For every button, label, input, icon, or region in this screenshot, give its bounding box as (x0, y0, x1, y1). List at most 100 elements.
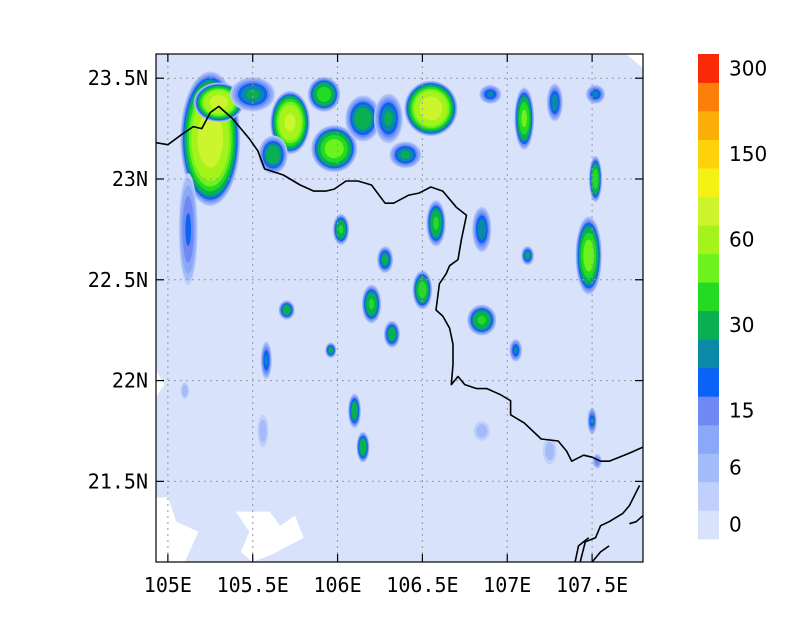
rain-cell (345, 95, 381, 142)
rain-cell (193, 82, 244, 123)
rain-cell (230, 77, 276, 112)
colorbar-segment (698, 82, 719, 112)
contour-band (246, 89, 260, 100)
y-tick-label: 22N (112, 369, 148, 393)
contour-band (264, 354, 268, 366)
colorbar-label: 30 (729, 313, 754, 337)
rain-cell (575, 216, 602, 295)
rain-cell (383, 320, 400, 348)
colorbar-segment (698, 510, 719, 540)
border-line (591, 545, 610, 562)
border-line (156, 105, 643, 463)
contour-band (328, 347, 333, 354)
colorbar-label: 60 (729, 227, 754, 251)
rain-cell (514, 87, 535, 150)
colorbar-segment (698, 396, 719, 426)
rain-cell (467, 304, 497, 336)
border-line (579, 485, 641, 562)
no-data-area (156, 370, 165, 397)
contour-band (521, 109, 527, 128)
contour-band (551, 94, 559, 111)
y-tick-label: 23N (112, 167, 148, 191)
colorbar-segment (698, 424, 719, 454)
x-tick-label: 107.5E (556, 573, 628, 597)
y-tick-label: 23.5N (88, 66, 148, 90)
colorbar-segment (698, 111, 719, 140)
border-line (629, 515, 643, 525)
borders (156, 105, 643, 562)
x-tick-label: 105.5E (217, 573, 289, 597)
rain-cell (260, 341, 272, 380)
contour-band (209, 95, 228, 110)
contour-band (525, 252, 530, 259)
rain-cell (356, 431, 370, 463)
contour-band (592, 91, 599, 98)
rain-cell (180, 382, 189, 400)
contour-band (259, 419, 267, 443)
rain-cell (270, 90, 311, 155)
contour-band (266, 145, 280, 164)
colorbar-segment (698, 54, 719, 83)
rain-cell (404, 80, 458, 137)
x-tick-label: 106E (313, 573, 361, 597)
rain-cell (426, 200, 446, 247)
contour-band (384, 111, 393, 126)
colorbar-label: 15 (729, 399, 754, 423)
x-tick-label: 106.5E (386, 573, 458, 597)
colorbar-segment (698, 339, 719, 369)
colorbar-label: 300 (729, 56, 767, 80)
colorbar-segment (698, 196, 719, 226)
contour-band (324, 139, 344, 159)
plot-area (155, 53, 644, 563)
contour-band (513, 347, 518, 354)
rain-cell (521, 246, 535, 266)
rain-cell (348, 393, 361, 429)
contour-band (433, 216, 439, 230)
rain-cell (307, 76, 341, 112)
contour-band (583, 239, 595, 272)
rain-cell (585, 84, 606, 104)
colorbar-segment (698, 139, 719, 169)
rain-cell (278, 300, 295, 320)
colorbar-segment (698, 168, 719, 197)
contour-band (382, 254, 389, 265)
contour-band (338, 225, 344, 234)
contour-band (316, 86, 332, 102)
colorbar-segment (698, 367, 719, 397)
colorbar-segment (698, 481, 719, 511)
rain-cell (178, 173, 198, 286)
colorbar-segment (698, 253, 719, 283)
no-data-area (626, 54, 643, 69)
rain-cell (389, 141, 422, 169)
rain-cell (479, 84, 502, 104)
contour-band (359, 438, 367, 456)
rain-cell (509, 338, 523, 362)
colorbar: 0 6 15 30 60 150 300 (698, 54, 767, 540)
colorbar-segment (698, 225, 719, 255)
colorbar-segment (698, 282, 719, 312)
contour-band (185, 212, 191, 246)
rain-cell (311, 125, 358, 173)
x-tick-label: 105E (144, 573, 192, 597)
rain-cell (546, 83, 563, 122)
y-axis: 21.5N 22N 22.5N 23N 23.5N (88, 66, 643, 493)
colorbar-label: 150 (729, 142, 767, 166)
rain-cell (374, 93, 403, 144)
no-data-areas (156, 54, 643, 562)
x-tick-label: 107E (483, 573, 531, 597)
contour-band (545, 442, 555, 460)
border-line (574, 537, 590, 562)
rain-cell (258, 135, 288, 175)
rain-cell (472, 206, 492, 253)
contour-band (284, 113, 296, 132)
rain-cell (542, 438, 557, 465)
precipitation-field (178, 71, 606, 469)
rain-cell (332, 213, 350, 245)
colorbar-label: 0 (729, 513, 742, 537)
rain-cell (473, 421, 490, 441)
gridlines (156, 54, 643, 562)
y-tick-label: 22.5N (88, 268, 148, 292)
contour-band (487, 91, 494, 98)
no-data-area (156, 497, 199, 562)
